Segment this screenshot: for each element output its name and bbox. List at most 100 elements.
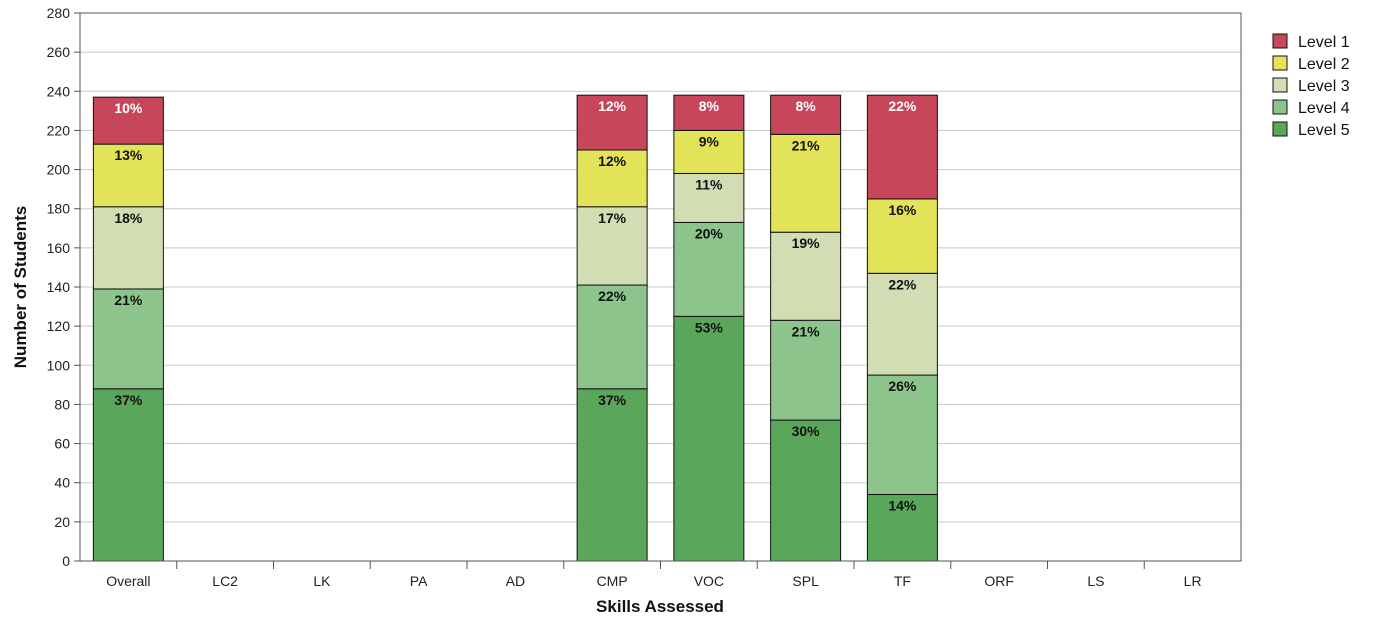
data-label: 21% xyxy=(792,137,821,153)
bar-segment xyxy=(770,419,842,562)
bar-segment xyxy=(866,198,938,274)
bar-segment xyxy=(770,319,842,421)
bar-segment xyxy=(673,221,745,317)
data-label: 26% xyxy=(888,378,917,394)
data-label: 12% xyxy=(598,153,627,169)
data-label: 8% xyxy=(699,98,720,114)
y-tick-label: 260 xyxy=(47,44,71,60)
bar-segment xyxy=(576,206,648,286)
bar-segment xyxy=(576,94,648,151)
legend-swatch xyxy=(1272,55,1288,71)
x-tick-label: LK xyxy=(313,573,331,589)
y-tick-label: 100 xyxy=(47,357,71,373)
x-tick-label: CMP xyxy=(597,573,628,589)
x-tick-label: Overall xyxy=(106,573,150,589)
legend-item: Level 5 xyxy=(1272,121,1350,139)
bar-segment xyxy=(673,94,745,131)
data-label: 19% xyxy=(792,235,821,251)
x-tick-label: LS xyxy=(1087,573,1104,589)
data-label: 22% xyxy=(888,276,917,292)
x-tick-label: LR xyxy=(1184,573,1202,589)
y-tick-label: 200 xyxy=(47,162,71,178)
bars xyxy=(92,94,938,562)
x-axis-title: Skills Assessed xyxy=(596,597,724,616)
legend-swatch xyxy=(1272,77,1288,93)
bar-segment xyxy=(866,272,938,376)
legend-label: Level 5 xyxy=(1298,122,1350,139)
bar-segment xyxy=(92,206,164,290)
bar-segment xyxy=(673,172,745,223)
legend: Level 1 Level 2 Level 3 Level 4 Level 5 xyxy=(1272,33,1350,139)
gridlines xyxy=(80,51,1241,523)
data-label: 13% xyxy=(114,147,143,163)
y-tick-label: 280 xyxy=(47,5,71,21)
legend-item: Level 2 xyxy=(1272,55,1350,73)
y-tick-label: 140 xyxy=(47,279,71,295)
data-labels: 37% 21% 18% 13% 10% 37% 22% 17% 12% 12% 53% 20% 11% 9… xyxy=(114,98,917,513)
legend-item: Level 3 xyxy=(1272,77,1350,95)
y-tick-label: 180 xyxy=(47,201,71,217)
bar-segment xyxy=(576,284,648,390)
legend-swatch xyxy=(1272,33,1288,49)
y-tick-label: 40 xyxy=(54,475,70,491)
bar-segment xyxy=(92,288,164,390)
data-label: 22% xyxy=(598,288,627,304)
legend-label: Level 1 xyxy=(1298,34,1350,51)
y-axis-title: Number of Students xyxy=(11,206,30,368)
bar-segment xyxy=(673,129,745,174)
x-tick-label: PA xyxy=(410,573,428,589)
legend-label: Level 4 xyxy=(1298,100,1350,117)
data-label: 12% xyxy=(598,98,627,114)
data-label: 21% xyxy=(792,323,821,339)
y-tick-label: 120 xyxy=(47,318,71,334)
data-label: 9% xyxy=(699,133,720,149)
bar-segment xyxy=(92,143,164,208)
data-label: 21% xyxy=(114,292,143,308)
data-label: 20% xyxy=(695,225,724,241)
legend-label: Level 3 xyxy=(1298,78,1350,95)
x-tick-label: ORF xyxy=(984,573,1014,589)
bar-segment xyxy=(866,94,938,200)
data-label: 53% xyxy=(695,319,724,335)
x-tick-label: SPL xyxy=(792,573,819,589)
legend-item: Level 1 xyxy=(1272,33,1350,51)
data-label: 30% xyxy=(792,423,821,439)
data-label: 16% xyxy=(888,202,917,218)
legend-swatch xyxy=(1272,121,1288,137)
y-axis-ticks: 0 20 40 60 80 100 120 140 160 180 200 220 240 260 280 xyxy=(47,5,80,569)
x-tick-label: LC2 xyxy=(212,573,238,589)
data-label: 18% xyxy=(114,210,143,226)
bar-segment xyxy=(770,231,842,321)
legend-item: Level 4 xyxy=(1272,99,1350,117)
data-label: 14% xyxy=(888,497,917,513)
data-label: 17% xyxy=(598,210,627,226)
data-label: 8% xyxy=(796,98,817,114)
bar-segment xyxy=(92,96,164,145)
legend-label: Level 2 xyxy=(1298,56,1350,73)
bar-segment xyxy=(866,374,938,495)
x-axis-ticks: Overall LC2 LK PA AD CMP VOC SPL TF ORF LS LR xyxy=(106,561,1202,589)
y-tick-label: 160 xyxy=(47,240,71,256)
data-label: 10% xyxy=(114,100,143,116)
y-tick-label: 20 xyxy=(54,514,70,530)
y-tick-label: 0 xyxy=(62,553,70,569)
y-tick-label: 240 xyxy=(47,83,71,99)
y-tick-label: 220 xyxy=(47,122,71,138)
legend-swatch xyxy=(1272,99,1288,115)
y-tick-label: 80 xyxy=(54,396,70,412)
y-tick-label: 60 xyxy=(54,436,70,452)
x-tick-label: AD xyxy=(506,573,525,589)
x-tick-label: TF xyxy=(894,573,911,589)
bar-segment xyxy=(673,315,745,562)
bar-segment xyxy=(770,94,842,135)
bar-segment xyxy=(576,388,648,562)
bar-segment xyxy=(576,149,648,208)
data-label: 37% xyxy=(598,392,627,408)
bar-segment xyxy=(92,388,164,562)
data-label: 11% xyxy=(695,176,723,192)
bar-segment xyxy=(866,493,938,562)
x-tick-label: VOC xyxy=(694,573,724,589)
data-label: 22% xyxy=(888,98,917,114)
data-label: 37% xyxy=(114,392,143,408)
